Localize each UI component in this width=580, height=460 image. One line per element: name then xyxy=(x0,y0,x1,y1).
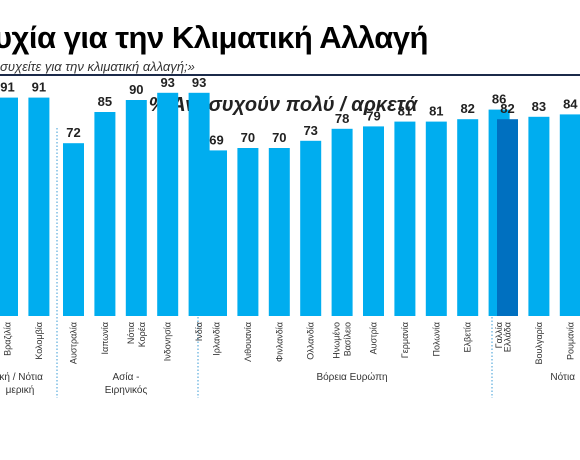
bar-7 xyxy=(206,150,227,316)
bar-value-label-7: 69 xyxy=(209,132,223,147)
bar-value-label-13: 81 xyxy=(398,104,412,119)
bar-value-label-12: 79 xyxy=(366,108,380,123)
bar-value-label-0: 91 xyxy=(0,80,14,95)
x-tick-label-9: Φινλανδία xyxy=(274,322,284,362)
svg-text:Γαλλία: Γαλλία xyxy=(494,322,504,348)
svg-text:Κορέα: Κορέα xyxy=(137,322,147,347)
x-tick-label-13: Γερμανία xyxy=(400,322,410,358)
x-tick-label-12: Αυστρία xyxy=(369,322,379,354)
svg-text:Βραζιλία: Βραζιλία xyxy=(3,322,13,356)
svg-text:Αυστραλία: Αυστραλία xyxy=(69,322,79,364)
svg-text:Ιρλανδία: Ιρλανδία xyxy=(212,322,222,356)
bar-value-label-11: 78 xyxy=(335,111,349,126)
bar-value-label-2: 72 xyxy=(66,125,80,140)
svg-text:Νότια: Νότια xyxy=(126,322,136,344)
page-subtitle: συχείτε για την κλιματική αλλαγή;» xyxy=(0,59,195,74)
bar-15 xyxy=(457,119,479,316)
bar-value-label-6: 93 xyxy=(192,75,206,90)
bar-19 xyxy=(559,114,580,317)
svg-text:Ινδονησία: Ινδονησία xyxy=(163,322,173,361)
x-tick-label-2: Αυστραλία xyxy=(69,322,79,364)
bar-3 xyxy=(94,112,116,316)
page-title: υχία για την Κλιματική Αλλαγή xyxy=(0,20,428,55)
svg-text:Ολλανδία: Ολλανδία xyxy=(306,322,316,360)
group-label-1: Ασία -Ειρηνικός xyxy=(105,371,148,396)
svg-text:Αυστρία: Αυστρία xyxy=(369,322,379,354)
x-tick-label-8: Λιθουανία xyxy=(243,322,253,362)
bar-value-label-3: 85 xyxy=(98,94,112,109)
bar-value-label-9: 70 xyxy=(272,130,286,145)
title-rule xyxy=(0,74,580,76)
bar-value-label-1: 91 xyxy=(32,80,46,95)
svg-text:Φινλανδία: Φινλανδία xyxy=(274,322,284,362)
bar-value-label-14: 81 xyxy=(429,104,443,119)
svg-text:Πολωνία: Πολωνία xyxy=(431,322,441,356)
x-tick-label-3: Ιαπωνία xyxy=(100,322,110,355)
svg-text:Ηνωμένο: Ηνωμένο xyxy=(332,322,342,359)
bar-11 xyxy=(331,128,353,316)
bar-value-label-15: 82 xyxy=(460,101,474,116)
bar-value-label-17: 82 xyxy=(500,101,514,116)
bar-14 xyxy=(425,121,447,316)
group-label-0: ική / Νότια μερική xyxy=(0,371,43,396)
x-tick-label-5: Ινδονησία xyxy=(163,322,173,361)
svg-text:Ρουμανία: Ρουμανία xyxy=(565,322,575,360)
svg-text:Γερμανία: Γερμανία xyxy=(400,322,410,358)
svg-text:Βασίλειο: Βασίλειο xyxy=(343,322,353,356)
bar-13 xyxy=(394,121,416,316)
x-tick-label-19: Ρουμανία xyxy=(565,322,575,360)
bar-value-label-19: 84 xyxy=(563,96,578,111)
bar-value-label-16: 86 xyxy=(492,92,506,107)
x-tick-label-15: Ελβετία xyxy=(463,322,473,352)
bar-value-label-5: 93 xyxy=(160,75,174,90)
bar-value-label-4: 90 xyxy=(129,82,143,97)
bar-value-label-18: 83 xyxy=(532,99,546,114)
bar-18 xyxy=(528,116,550,316)
bar-4 xyxy=(125,100,147,316)
bar-17 xyxy=(497,119,518,316)
bar-0 xyxy=(0,97,18,316)
x-tick-label-17: Ελλάδα xyxy=(503,322,513,352)
svg-text:Λιθουανία: Λιθουανία xyxy=(243,322,253,362)
bar-9 xyxy=(268,148,290,316)
x-tick-label-10: Ολλανδία xyxy=(306,322,316,360)
svg-text:Βουλγαρία: Βουλγαρία xyxy=(534,322,544,364)
svg-text:Ελλάδα: Ελλάδα xyxy=(503,322,513,352)
bar-12 xyxy=(363,126,384,317)
x-tick-label-4: Νότια Κορέα xyxy=(126,322,147,347)
group-label-2: Βόρεια Ευρώπη xyxy=(316,371,387,383)
x-tick-label-14: Πολωνία xyxy=(431,322,441,356)
bar-10 xyxy=(300,140,322,316)
svg-text:Ιαπωνία: Ιαπωνία xyxy=(100,322,110,355)
bar-6 xyxy=(188,92,210,316)
svg-text:Ελβετία: Ελβετία xyxy=(463,322,473,352)
x-tick-label-0: Βραζιλία xyxy=(3,322,13,356)
bar-value-label-8: 70 xyxy=(241,130,255,145)
svg-text:Κολομβία: Κολομβία xyxy=(34,322,44,360)
svg-text:Ινδία: Ινδία xyxy=(194,322,204,341)
x-tick-label-18: Βουλγαρία xyxy=(534,322,544,364)
x-tick-label-1: Κολομβία xyxy=(34,322,44,360)
x-tick-label-16: Γαλλία xyxy=(494,322,504,348)
bar-8 xyxy=(237,148,259,316)
bar-value-label-10: 73 xyxy=(303,123,317,138)
x-tick-label-11: Ηνωμένο Βασίλειο xyxy=(332,322,353,359)
x-tick-label-6: Ινδία xyxy=(194,322,204,341)
group-label-3: Νότια xyxy=(550,371,575,383)
bar-1 xyxy=(28,97,50,316)
chart-title: % Ανησυχούν πολύ / αρκετά xyxy=(148,94,418,116)
x-tick-label-7: Ιρλανδία xyxy=(212,322,222,356)
bar-5 xyxy=(157,92,179,316)
bar-2 xyxy=(63,143,84,316)
